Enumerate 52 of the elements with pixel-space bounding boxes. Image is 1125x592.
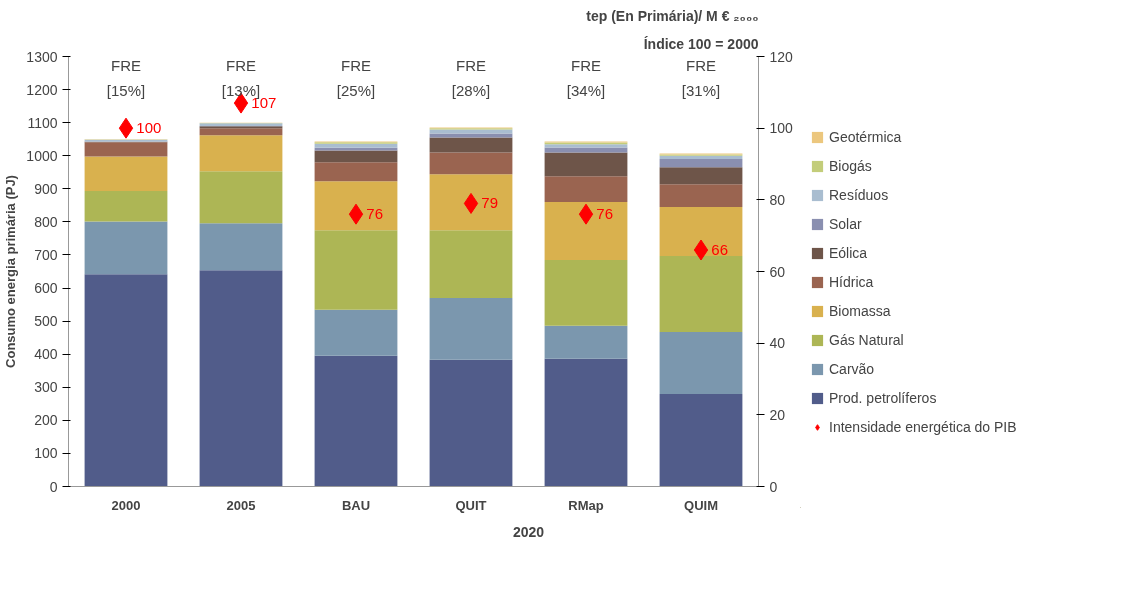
x-tick-label: RMap xyxy=(568,497,604,513)
y-tick-label: 1200 xyxy=(26,81,58,98)
legend-label: Prod. petrolíferos xyxy=(829,389,937,406)
y-tick-label: 100 xyxy=(34,445,58,462)
annotation: FRE [34%] xyxy=(566,56,606,99)
x-tick-label: QUIM xyxy=(684,497,718,513)
legend-label: Eólica xyxy=(829,244,868,261)
legend-label: Hídrica xyxy=(829,273,874,290)
y2-tick-label: 0 xyxy=(769,478,778,495)
y-tick-label: 700 xyxy=(34,246,58,263)
x-tick-label: 2005 xyxy=(226,497,256,513)
y2-tick-label: 120 xyxy=(769,48,794,65)
y2-tick-label: 20 xyxy=(769,406,786,423)
y2-tick-label: 100 xyxy=(769,120,794,137)
data-label: 76 xyxy=(366,205,384,223)
data-label: 76 xyxy=(596,205,614,223)
legend-label: Solar xyxy=(829,215,862,232)
y-tick-label: 1000 xyxy=(26,147,58,164)
x-tick-label: 2000 xyxy=(111,497,141,513)
legend-label: Carvão xyxy=(829,360,875,377)
text: 2020 xyxy=(512,523,545,540)
y-tick-label: 0 xyxy=(49,478,58,495)
legend-label: Resíduos xyxy=(829,186,889,203)
y-tick-label: 300 xyxy=(34,379,58,396)
legend-label: Biogás xyxy=(829,157,872,174)
y2-tick-label: 80 xyxy=(769,191,786,208)
y-tick-label: 1300 xyxy=(26,48,58,65)
x-tick-label: QUIT xyxy=(455,497,487,513)
y-tick-label: 800 xyxy=(34,213,58,230)
y-tick-label: 1100 xyxy=(27,114,58,131)
legend-label: Biomassa xyxy=(829,302,891,319)
y2-tick-label: 40 xyxy=(769,335,786,352)
x-tick-label: BAU xyxy=(341,497,371,513)
legend-label: Gás Natural xyxy=(829,331,904,348)
data-label: 79 xyxy=(481,194,499,212)
y-tick-label: 900 xyxy=(34,180,58,197)
y-axis-title: Consumo energia primária (PJ) xyxy=(3,175,19,368)
data-label: 100 xyxy=(136,119,162,137)
y-tick-label: 600 xyxy=(34,280,58,297)
y2-axis-title: tep (En Primária)/ M € ₂₀₀₀ xyxy=(586,7,759,24)
text: Índice 100 = 2000 xyxy=(643,35,759,52)
annotation: FRE [31%] xyxy=(681,56,721,99)
legend-label: Intensidade energética do PIB xyxy=(829,418,1017,435)
y-tick-label: 500 xyxy=(34,313,58,330)
y-tick-label: 400 xyxy=(34,346,58,363)
annotation: FRE [25%] xyxy=(336,56,376,99)
y2-tick-label: 60 xyxy=(769,263,786,280)
y-tick-label: 200 xyxy=(34,412,58,429)
data-label: 66 xyxy=(711,241,729,258)
annotation: FRE [28%] xyxy=(451,56,491,99)
legend-label: Geotérmica xyxy=(829,128,902,145)
annotation: FRE [15%] xyxy=(106,56,146,99)
